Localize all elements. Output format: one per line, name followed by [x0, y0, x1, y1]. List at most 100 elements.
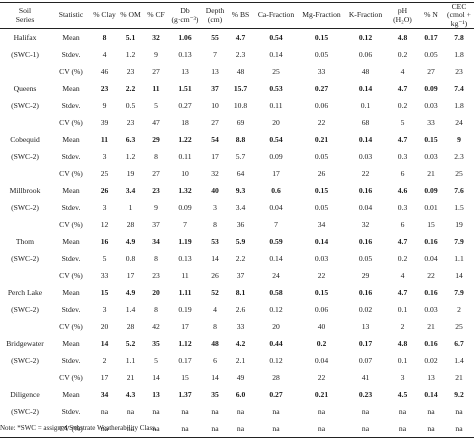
value-cell: 9: [102, 101, 107, 111]
value-cell: 4.7: [397, 84, 408, 94]
value-cell: 27: [152, 169, 160, 179]
value-cell: 9: [457, 135, 461, 145]
value-cell: 1: [128, 203, 133, 213]
series-name-cell: [0, 165, 50, 182]
table-row: CV (%) na na na na na na na na na na na na: [0, 420, 474, 438]
value-cell: 26: [100, 186, 109, 196]
value-cell: 24: [272, 271, 280, 281]
value-cell: 9.3: [235, 186, 246, 196]
column-header-line1: % Clay: [93, 10, 116, 20]
value-cell: 36: [236, 220, 245, 230]
series-name-cell: (SWC-2): [11, 101, 39, 111]
value-cell: 2: [400, 322, 405, 332]
value-cell: 5: [102, 254, 107, 264]
value-cell: 4.2: [235, 339, 246, 349]
value-cell: na: [444, 420, 474, 438]
value-cell: na: [253, 420, 299, 438]
value-cell: 48: [236, 67, 245, 77]
value-cell: 39: [100, 118, 109, 128]
value-cell: 14: [455, 271, 463, 281]
value-cell: 0.27: [314, 84, 329, 94]
statistic-cell: Stdev.: [61, 356, 81, 366]
value-cell: 3: [213, 203, 217, 213]
series-name-cell: (SWC-2): [11, 356, 39, 366]
value-cell: na: [418, 420, 444, 438]
value-cell: 8.8: [235, 135, 246, 145]
series-name-cell: (SWC-1): [11, 50, 39, 60]
value-cell: 2.1: [235, 356, 246, 366]
value-cell: na: [427, 407, 435, 417]
value-cell: 0.13: [178, 254, 192, 264]
value-cell: 55: [211, 33, 219, 43]
value-cell: 2: [102, 356, 107, 366]
value-cell: 13: [427, 373, 435, 383]
value-cell: 27: [152, 67, 160, 77]
value-cell: 0.15: [424, 135, 438, 145]
column-header: Ca-Fraction: [253, 1, 299, 30]
value-cell: 0.04: [424, 254, 438, 264]
value-cell: 4: [102, 50, 107, 60]
value-cell: 3.4: [125, 186, 136, 196]
value-cell: 24: [455, 118, 463, 128]
statistic-cell: Mean: [62, 237, 80, 247]
value-cell: 26: [211, 271, 219, 281]
table-row: CV (%) 39 23 47 18 27 69 20 22 68 5 33 24: [0, 114, 474, 131]
column-header: Mg-Fraction: [299, 1, 344, 30]
value-cell: 23: [455, 67, 463, 77]
column-header-line1: Soil: [18, 6, 32, 16]
value-cell: 1.4: [125, 305, 136, 315]
series-name-cell: (SWC-2): [11, 407, 39, 417]
statistic-cell: CV (%): [59, 220, 83, 230]
value-cell: 64: [236, 169, 245, 179]
table-row: CV (%) 25 19 27 10 32 64 17 26 22 6 21 25: [0, 165, 474, 182]
value-cell: 1.37: [178, 390, 192, 400]
statistic-cell: Stdev.: [61, 305, 81, 315]
value-cell: 25: [455, 169, 463, 179]
value-cell: 0.13: [178, 50, 192, 60]
table-row: (SWC-2) Stdev. 9 0.5 5 0.27 10 10.8 0.11 0.06 0.1 0…: [0, 97, 474, 114]
value-cell: 4.5: [397, 390, 408, 400]
value-cell: 2.3: [235, 50, 246, 60]
value-cell: 17: [126, 271, 135, 281]
value-cell: 22: [427, 271, 435, 281]
value-cell: 9: [154, 203, 158, 213]
value-cell: 32: [211, 169, 219, 179]
table-row: CV (%) 17 21 14 15 14 49 28 22 41 3 13 21: [0, 369, 474, 386]
value-cell: 10: [211, 101, 219, 111]
column-header: K-Fraction: [344, 1, 387, 30]
value-cell: 0.1: [397, 356, 408, 366]
value-cell: 0.14: [314, 237, 329, 247]
value-cell: 0.02: [358, 305, 373, 315]
value-cell: 1.8: [454, 50, 464, 60]
value-cell: 48: [211, 339, 219, 349]
value-cell: na: [361, 407, 370, 417]
column-header-line1: K-Fraction: [348, 10, 383, 20]
value-cell: 9.2: [454, 390, 464, 400]
value-cell: 34: [317, 220, 326, 230]
column-header-line1: Statistic: [58, 10, 84, 20]
statistic-cell: Mean: [62, 339, 80, 349]
value-cell: 26: [317, 169, 326, 179]
value-cell: 4: [400, 271, 405, 281]
column-header: % Clay: [92, 1, 117, 30]
value-cell: 0.15: [314, 33, 329, 43]
value-cell: 0.16: [424, 288, 438, 298]
value-cell: 48: [361, 67, 370, 77]
value-cell: 0.14: [358, 84, 373, 94]
table-row: Perch Lake Mean 15 4.9 20 1.11 52 8.1 0.58 0.15 0.…: [0, 284, 474, 301]
value-cell: 23: [152, 186, 160, 196]
value-cell: 2: [457, 305, 461, 315]
value-cell: 27: [211, 118, 219, 128]
value-cell: 1.32: [178, 186, 192, 196]
column-header-line1: Mg-Fraction: [302, 10, 341, 20]
value-cell: 0.17: [424, 33, 438, 43]
value-cell: 0.09: [424, 84, 438, 94]
column-header: % CF: [144, 1, 168, 30]
value-cell: 16: [100, 237, 109, 247]
value-cell: na: [211, 407, 219, 417]
statistic-cell: Mean: [62, 186, 80, 196]
value-cell: 4.3: [125, 390, 136, 400]
column-header: % N: [418, 1, 444, 30]
value-cell: 5.7: [235, 152, 246, 162]
value-cell: 4.6: [397, 186, 408, 196]
